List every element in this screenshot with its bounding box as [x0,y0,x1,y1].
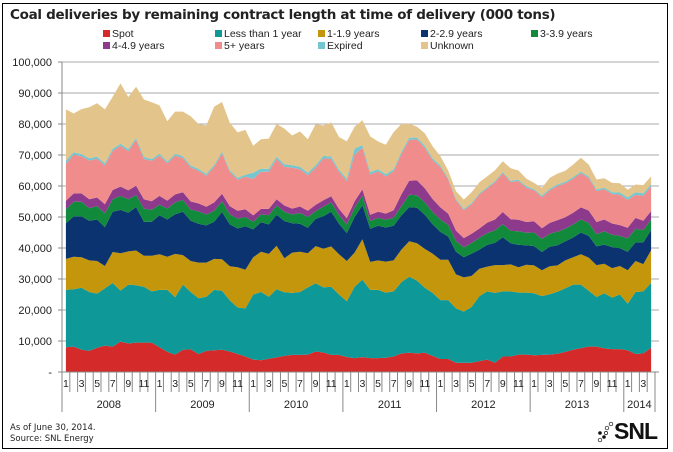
x-tick-label: 9 [313,378,319,390]
chart-title: Coal deliveries by remaining contract le… [10,7,556,23]
x-tick-label: 7 [297,378,303,390]
x-tick-label: 1 [157,378,163,390]
area-2-2-9-years [65,205,652,278]
legend-swatch [103,42,110,49]
area-unknown [65,83,652,209]
legend-item: Unknown [421,40,474,52]
x-tick-label: 5 [188,378,194,390]
year-label: 2011 [378,399,402,411]
y-tick-label: 100,000 [12,57,52,69]
year-label: 2013 [565,399,589,411]
x-tick-label: 5 [375,378,381,390]
x-tick-label: 1 [625,378,631,390]
x-tick-label: 3 [640,378,646,390]
year-label: 2008 [97,399,121,411]
x-tick-label: 3 [359,378,365,390]
legend-item: Less than 1 year [215,28,302,40]
y-tick-label: 50,000 [18,212,52,224]
x-tick-label: 9 [219,378,225,390]
x-tick-label: 11 [138,378,149,390]
x-tick-label: 11 [326,378,337,390]
y-tick-label: 20,000 [18,305,52,317]
area-1-1-9-years [65,239,652,312]
x-tick-label: 9 [125,378,131,390]
y-tick-label: 30,000 [18,274,52,286]
x-tick-label: 7 [484,378,490,390]
footnote-source: Source: SNL Energy [10,434,94,444]
x-tick-label: 1 [344,378,350,390]
x-tick-label: 7 [110,378,116,390]
legend-label: 1-1.9 years [327,28,380,40]
legend-label: Spot [112,28,134,40]
x-tick-label: 3 [79,378,85,390]
y-tick-label: 70,000 [18,150,52,162]
x-tick-label: 9 [500,378,506,390]
legend-label: 3-3.9 years [540,28,593,40]
year-label: 2014 [627,399,651,411]
x-tick-label: 5 [469,378,475,390]
snl-logo-dots-icon [597,421,614,443]
x-tick-label: 11 [419,378,430,390]
y-tick-label: - [48,367,52,379]
x-tick-label: 1 [63,378,69,390]
area-3-3-9-years [65,194,652,258]
legend-swatch [531,30,538,37]
chart-frame [2,3,668,449]
legend-swatch [318,42,325,49]
y-tick-label: 40,000 [18,243,52,255]
x-tick-label: 3 [453,378,459,390]
legend-item: 4-4.9 years [103,40,165,52]
legend-swatch [103,30,110,37]
legend-item: Spot [103,28,134,40]
area-5-years [65,139,652,239]
x-tick-label: 1 [250,378,256,390]
x-tick-label: 9 [594,378,600,390]
x-tick-label: 3 [172,378,178,390]
x-tick-label: 3 [547,378,553,390]
y-tick-label: 90,000 [18,88,52,100]
x-tick-label: 1 [531,378,537,390]
legend-item: 5+ years [215,40,265,52]
x-tick-label: 11 [607,378,618,390]
legend-swatch [215,42,222,49]
area-less-than-1-year [65,276,652,363]
area-spot [65,341,652,372]
legend-item: 1-1.9 years [318,28,380,40]
x-tick-label: 1 [438,378,444,390]
footnote-date: As of June 30, 2014. [10,423,96,433]
x-tick-label: 11 [232,378,243,390]
y-tick-label: 10,000 [18,336,52,348]
legend-item: 3-3.9 years [531,28,593,40]
x-tick-label: 7 [578,378,584,390]
legend-label: Expired [327,40,363,52]
year-label: 2012 [471,399,495,411]
x-tick-label: 5 [562,378,568,390]
legend-item: Expired [318,40,363,52]
legend-label: 5+ years [224,40,265,52]
y-tick-label: 80,000 [18,119,52,131]
legend-label: Less than 1 year [224,28,302,40]
legend-swatch [318,30,325,37]
x-tick-label: 5 [94,378,100,390]
year-label: 2009 [190,399,214,411]
y-tick-label: 60,000 [18,181,52,193]
legend-swatch [215,30,222,37]
legend-label: 4-4.9 years [112,40,165,52]
year-label: 2010 [284,399,308,411]
x-tick-label: 7 [203,378,209,390]
legend-swatch [421,30,428,37]
x-tick-label: 9 [406,378,412,390]
legend-label: 2-2.9 years [430,28,483,40]
snl-logo-text: SNL [614,418,658,444]
legend-item: 2-2.9 years [421,28,483,40]
x-tick-label: 3 [266,378,272,390]
legend-label: Unknown [430,40,474,52]
x-tick-label: 7 [391,378,397,390]
x-tick-label: 5 [281,378,287,390]
legend-swatch [421,42,428,49]
x-tick-label: 11 [513,378,524,390]
